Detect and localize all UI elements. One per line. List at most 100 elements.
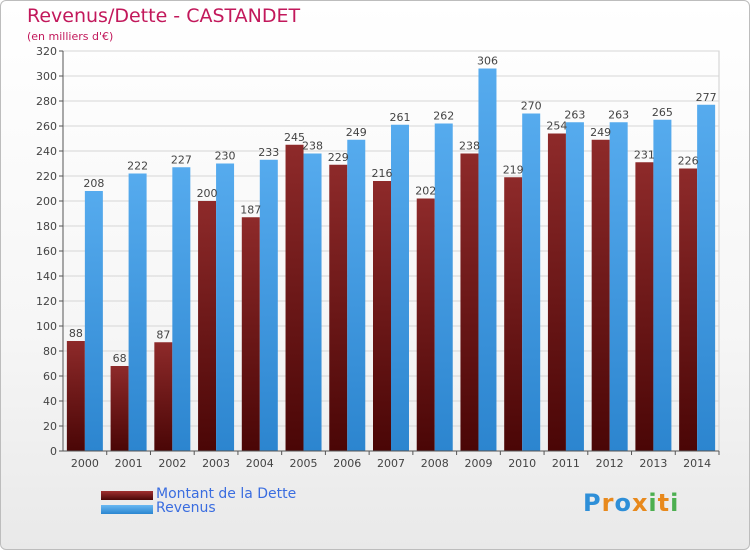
data-label: 277 [696,91,717,104]
data-label: 87 [156,328,170,341]
data-label: 202 [415,185,436,198]
bar-revenus [391,124,409,451]
data-label: 270 [521,100,542,113]
logo-letter: r [601,489,615,517]
y-tick-label: 320 [36,45,57,58]
y-tick-label: 240 [36,145,57,158]
x-tick-label: 2008 [421,457,449,470]
data-label: 249 [590,126,611,139]
y-tick-label: 0 [50,445,57,458]
legend-swatch-dette [101,491,153,500]
x-tick-label: 2007 [377,457,405,470]
data-label: 233 [258,146,279,159]
x-tick-label: 2009 [464,457,492,470]
y-tick-label: 60 [43,370,57,383]
y-tick-label: 80 [43,345,57,358]
data-label: 68 [113,352,127,365]
y-tick-label: 220 [36,170,57,183]
y-tick-label: 160 [36,245,57,258]
data-label: 245 [284,131,305,144]
data-label: 238 [459,140,480,153]
data-label: 265 [652,106,673,119]
y-tick-label: 20 [43,420,57,433]
data-label: 229 [328,151,349,164]
data-label: 249 [346,126,367,139]
bar-dette [198,201,217,451]
bar-revenus [653,119,672,451]
data-label: 262 [433,110,454,123]
x-tick-label: 2004 [246,457,274,470]
x-tick-label: 2003 [202,457,230,470]
logo-letter: t [657,489,671,517]
data-label: 306 [477,55,498,68]
bar-revenus [565,122,584,451]
bar-revenus [172,167,191,451]
bar-dette [110,366,129,451]
x-tick-label: 2000 [71,457,99,470]
chart-title: Revenus/Dette - CASTANDET [27,5,301,27]
bar-dette [679,168,698,451]
y-tick-label: 100 [36,320,57,333]
bar-dette [635,162,654,451]
bar-dette [591,139,610,451]
data-label: 200 [197,187,218,200]
y-tick-label: 280 [36,95,57,108]
bar-dette [547,133,566,451]
data-labels: 8820868222872272002301872332452382292492… [69,55,717,366]
x-tick-label: 2012 [596,457,624,470]
data-label: 88 [69,327,83,340]
bar-dette [66,341,85,451]
bar-revenus [609,122,628,451]
bars [66,68,716,451]
bar-revenus [434,123,453,451]
data-label: 231 [634,148,655,161]
x-tick-label: 2010 [508,457,536,470]
x-axis: 2000 2001 2002 2003 2004 2005 2006 2007 2008 2009… [63,450,720,470]
bar-dette [329,164,348,451]
chart-subtitle: (en milliers d'€) [27,30,114,43]
proxiti-logo: Proxiti [583,489,679,517]
data-label: 187 [240,203,261,216]
legend-label-revenus: Revenus [156,500,216,516]
bar-revenus [478,68,497,451]
bar-revenus [303,153,322,451]
y-tick-label: 120 [36,295,57,308]
bar-dette [460,153,479,451]
x-tick-label: 2002 [158,457,186,470]
y-tick-label: 260 [36,120,57,133]
data-label: 216 [372,167,393,180]
legend-swatch-revenus [101,505,153,514]
y-tick-label: 180 [36,220,57,233]
y-axis: 0 20 40 60 80 100 120 140 160 180 200 220 240 260 280 3… [36,45,64,458]
data-label: 219 [503,163,524,176]
bar-revenus [216,163,235,451]
bar-revenus [697,104,716,451]
bar-revenus [84,191,103,451]
bar-dette [416,198,435,451]
x-tick-label: 2011 [552,457,580,470]
bar-revenus [128,173,147,451]
bar-dette [154,342,173,451]
logo-letter: i [670,489,680,517]
x-tick-label: 2005 [290,457,318,470]
data-label: 254 [546,120,567,133]
bar-revenus [259,159,278,451]
bar-dette [373,181,391,451]
bar-revenus [522,113,541,451]
data-label: 208 [83,177,104,190]
data-label: 222 [127,160,148,173]
x-tick-label: 2013 [639,457,667,470]
data-label: 263 [564,108,585,121]
data-label: 263 [608,108,629,121]
logo-letter: P [583,489,602,517]
data-label: 238 [302,140,323,153]
logo-letter: i [648,489,658,517]
data-label: 230 [215,150,236,163]
bar-dette [285,144,304,451]
data-label: 227 [171,153,192,166]
x-tick-label: 2001 [115,457,143,470]
y-tick-label: 200 [36,195,57,208]
y-tick-label: 300 [36,70,57,83]
